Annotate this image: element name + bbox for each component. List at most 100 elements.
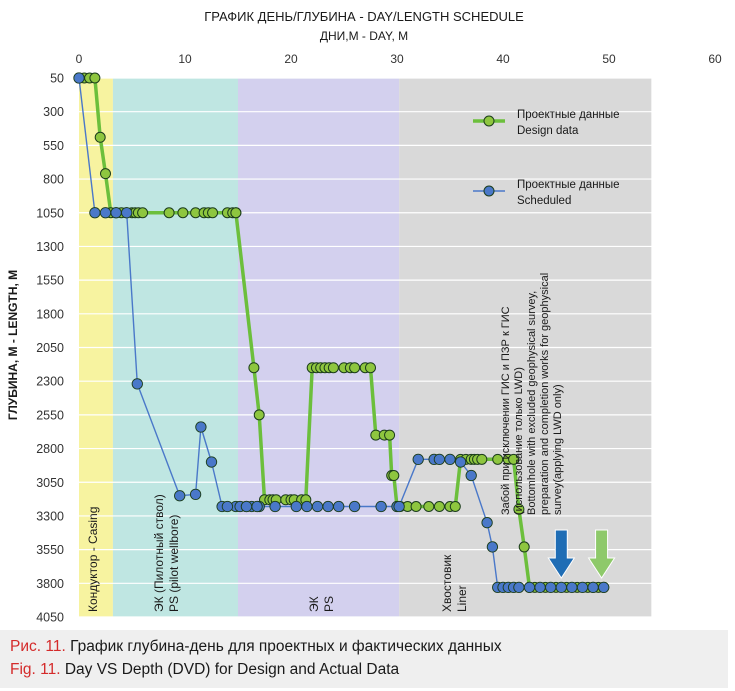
y-tick-label: 550 [43,139,64,153]
caption-en-text: Day VS Depth (DVD) for Design and Actual… [60,661,400,678]
y-tick-label: 800 [43,173,64,187]
scheduled-point [240,500,253,513]
x-tick-label: 60 [708,52,722,66]
scheduled-point [221,500,234,513]
scheduled-point [523,581,536,594]
bottomhole-annotation: survey(applying LWD only) [552,384,564,515]
bottomhole-annotation: Забой при исключении ГИС и ПЗР к ГИС [500,306,512,515]
y-tick-label: 1300 [36,240,64,254]
scheduled-point [393,500,405,513]
y-tick-label: 3050 [36,476,64,490]
design-data-point [253,409,265,421]
legend-label: Scheduled [517,195,571,207]
design-data-point [388,470,400,482]
design-data-point [384,429,396,441]
y-axis-label: ГЛУБИНА, М - LENGTH, M [6,270,20,420]
design-data-point [177,207,189,219]
scheduled-point [73,72,85,84]
design-data-point [476,453,488,465]
scheduled-point [311,500,324,513]
green-arrow [587,529,616,579]
bottomhole-annotation: (использование только LWD) [513,367,525,515]
y-tick-label: 1550 [36,274,64,288]
section-label: PS [322,596,336,612]
scheduled-point [290,500,302,513]
caption-ru: Рис. 11. График глубина-день для проектн… [10,638,502,656]
legend-label: Проектные данные [517,109,620,121]
chart-subtitle: ДНИ,М - DAY, М [320,29,408,43]
section-label: ЭК [307,596,321,612]
y-tick-label: 2550 [36,408,64,422]
y-tick-label: 3550 [36,543,64,557]
scheduled-point [465,469,477,482]
caption-ru-label: Рис. 11. [10,638,66,655]
design-data-point [449,501,461,513]
design-data-point [492,453,504,465]
design-data-point [89,72,101,84]
design-data-point [508,453,520,465]
scheduled-point [348,500,361,513]
design-data-point [410,501,422,513]
caption-ru-text: График глубина-день для проектных и факт… [65,638,502,655]
x-tick-label: 10 [178,52,192,66]
design-data-point [137,207,149,219]
y-tick-label: 50 [50,72,64,86]
scheduled-point [251,500,263,513]
scheduled-point [545,581,557,594]
legend-label: Design data [517,125,579,137]
scheduled-point [555,581,567,594]
figure-caption: Рис. 11. График глубина-день для проектн… [0,630,728,688]
scheduled-point [576,581,589,594]
scheduled-point [89,207,101,219]
bottomhole-annotation: Bottomhole with excluded geophysical sur… [526,291,538,515]
x-tick-label: 20 [284,52,298,66]
y-tick-label: 2050 [36,341,64,355]
section-label: Кондуктор - Casing [86,507,100,612]
section-label: ЭК (Пилотный ствол) [152,494,166,612]
blue-arrow [547,529,576,579]
design-data-point [100,168,111,180]
legend-marker [483,185,495,197]
legend-marker [483,115,495,127]
design-data-point [365,362,376,374]
x-tick-label: 40 [496,52,510,66]
scheduled-point [534,581,546,594]
scheduled-point [513,581,525,594]
scheduled-point [99,207,112,219]
scheduled-point [121,207,133,219]
y-tick-label: 3800 [36,577,64,591]
scheduled-point [269,500,281,513]
y-tick-label: 4050 [36,611,64,625]
scheduled-point [174,490,186,502]
x-tick-label: 0 [76,52,83,66]
design-data-point [248,362,260,374]
section-label: Хвостовик [440,554,454,612]
scheduled-point [481,517,493,529]
caption-en-label: Fig. 11. [10,661,61,678]
legend-label: Проектные данные [517,179,620,191]
day-depth-chart: 5030055080010501300155018002050230025502… [6,9,722,625]
x-tick-label: 30 [390,52,404,66]
design-data-point [207,207,219,219]
scheduled-point [195,421,207,433]
y-tick-label: 1050 [36,206,64,220]
scheduled-point [110,207,122,219]
scheduled-point [322,500,334,513]
scheduled-point [587,581,599,594]
scheduled-point [433,453,446,465]
scheduled-point [598,581,610,594]
scheduled-point [412,453,424,465]
scheduled-point [486,541,499,553]
scheduled-point [205,456,218,468]
design-data-point [513,503,525,515]
section-label: Liner [455,585,469,612]
scheduled-point [375,500,387,513]
design-data-point [518,541,530,553]
design-data-point [327,362,339,374]
design-data-point [349,362,361,374]
design-data-point [423,501,435,513]
scheduled-point [131,378,143,390]
design-data-point [230,207,242,219]
scheduled-point [333,500,345,513]
scheduled-point [301,500,313,513]
